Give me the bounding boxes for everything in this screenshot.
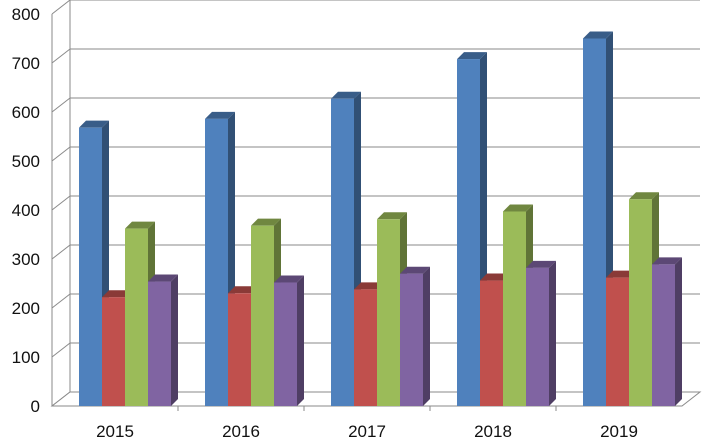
y-tick-label: 0: [31, 397, 40, 416]
y-tick-label: 600: [12, 103, 40, 122]
x-category-label: 2018: [474, 422, 512, 441]
bar-2017-series-4: [400, 266, 430, 406]
y-tick-label: 800: [12, 5, 40, 24]
y-tick-label: 700: [12, 54, 40, 73]
x-category-label: 2019: [600, 422, 638, 441]
y-axis-tick-labels: 0 100 200 300 400 500 600 700 800: [12, 5, 40, 416]
y-tick-label: 500: [12, 152, 40, 171]
x-category-label: 2017: [348, 422, 386, 441]
y-tick-label: 300: [12, 250, 40, 269]
y-tick-label: 100: [12, 348, 40, 367]
y-tick-label: 200: [12, 299, 40, 318]
x-category-label: 2016: [222, 422, 260, 441]
x-axis-category-labels: 2015 2016 2017 2018 2019: [96, 406, 638, 441]
y-tick-label: 400: [12, 201, 40, 220]
x-category-label: 2015: [96, 422, 134, 441]
bar-2015-series-4: [148, 274, 178, 406]
bar-2018-series-4: [526, 260, 556, 406]
bar-2016-series-4: [274, 275, 304, 406]
bars: [79, 31, 682, 407]
bar-2019-series-4: [652, 257, 682, 406]
